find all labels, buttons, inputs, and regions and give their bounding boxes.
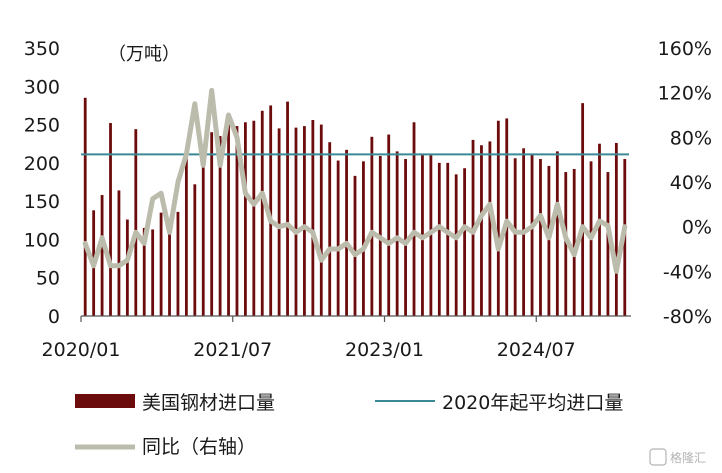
bar <box>176 211 180 316</box>
bar <box>429 155 433 316</box>
y-left-tick-label: 350 <box>24 38 60 60</box>
bar <box>286 101 289 316</box>
bar <box>218 136 222 316</box>
bar <box>142 227 146 316</box>
bar <box>193 184 197 316</box>
y-left-tick-label: 200 <box>24 153 60 175</box>
x-tick-label: 2020/01 <box>42 339 121 361</box>
x-tick-label: 2023/01 <box>345 339 424 361</box>
y-right-tick-label: 120% <box>658 83 712 105</box>
bar <box>539 159 542 316</box>
bar <box>454 174 458 316</box>
watermark-logo-icon <box>649 448 667 466</box>
watermark: 格隆汇 <box>649 448 706 466</box>
bar <box>83 97 87 317</box>
watermark-text: 格隆汇 <box>670 450 706 465</box>
bar <box>244 122 247 317</box>
bar <box>117 190 121 316</box>
bar <box>269 105 273 317</box>
y-left-tick-label: 300 <box>24 76 60 98</box>
bar <box>362 161 365 316</box>
bar <box>260 110 264 316</box>
bar <box>227 124 230 316</box>
bar <box>319 124 323 316</box>
y-left-tick-label: 250 <box>24 115 60 137</box>
bar <box>235 126 239 316</box>
y-left-ticks: 0 50 100 150 200 250 300 350 <box>24 38 60 328</box>
bar <box>387 134 391 316</box>
x-ticks: 2020/01 2021/07 2023/01 2024/07 <box>42 316 576 361</box>
bar <box>109 123 112 316</box>
bar <box>151 229 155 316</box>
bar <box>505 118 509 316</box>
legend-label-average: 2020年起平均进口量 <box>442 392 623 414</box>
bar <box>581 103 585 316</box>
bar <box>159 212 163 316</box>
y-right-tick-label: 0% <box>682 217 712 239</box>
y-right-ticks: -80% -40% 0% 40% 80% 120% 160% <box>658 38 712 328</box>
bar <box>294 127 298 316</box>
bar <box>395 151 399 316</box>
y-right-tick-label: -40% <box>663 261 712 283</box>
y-right-tick-label: -80% <box>663 306 712 328</box>
y-left-tick-label: 50 <box>36 268 60 290</box>
bar <box>303 126 306 316</box>
bar <box>345 149 348 316</box>
bar <box>572 168 576 316</box>
bar <box>437 162 441 316</box>
bar <box>370 136 374 316</box>
bar <box>480 145 483 316</box>
bar <box>353 175 357 316</box>
bar <box>598 143 601 316</box>
x-tick-label: 2024/07 <box>497 339 576 361</box>
legend: 美国钢材进口量 2020年起平均进口量 同比（右轴） <box>75 392 623 458</box>
y-right-tick-label: 40% <box>670 172 712 194</box>
bar <box>446 162 450 316</box>
y-right-tick-label: 80% <box>670 127 712 149</box>
bar <box>513 158 517 316</box>
bar <box>404 159 407 316</box>
bar <box>488 141 492 316</box>
bar <box>125 219 129 316</box>
bar <box>614 142 618 316</box>
bar <box>210 132 214 316</box>
y-left-tick-label: 100 <box>24 229 60 251</box>
yoy-line <box>82 87 628 274</box>
x-tick-label: 2021/07 <box>193 339 272 361</box>
bar <box>496 120 500 317</box>
bar <box>564 172 568 316</box>
bar <box>252 120 256 317</box>
bar <box>277 128 281 316</box>
bar <box>530 153 534 316</box>
bar <box>134 129 138 316</box>
y-left-tick-label: 150 <box>24 191 60 213</box>
bar <box>606 172 610 316</box>
bar <box>100 195 104 316</box>
bar <box>463 168 466 316</box>
unit-label: （万吨） <box>108 44 180 65</box>
bar <box>336 160 340 316</box>
bar <box>412 122 416 317</box>
bar <box>168 220 171 316</box>
bar <box>547 165 551 316</box>
legend-label-yoy: 同比（右轴） <box>142 436 256 458</box>
y-left-tick-label: 0 <box>48 306 60 328</box>
legend-swatch-bars <box>75 394 135 408</box>
y-right-tick-label: 160% <box>658 38 712 60</box>
bar <box>201 155 205 316</box>
bar <box>311 119 315 316</box>
bar <box>555 151 559 316</box>
legend-label-bars: 美国钢材进口量 <box>142 392 275 414</box>
bar <box>184 147 188 316</box>
bar <box>328 142 332 316</box>
